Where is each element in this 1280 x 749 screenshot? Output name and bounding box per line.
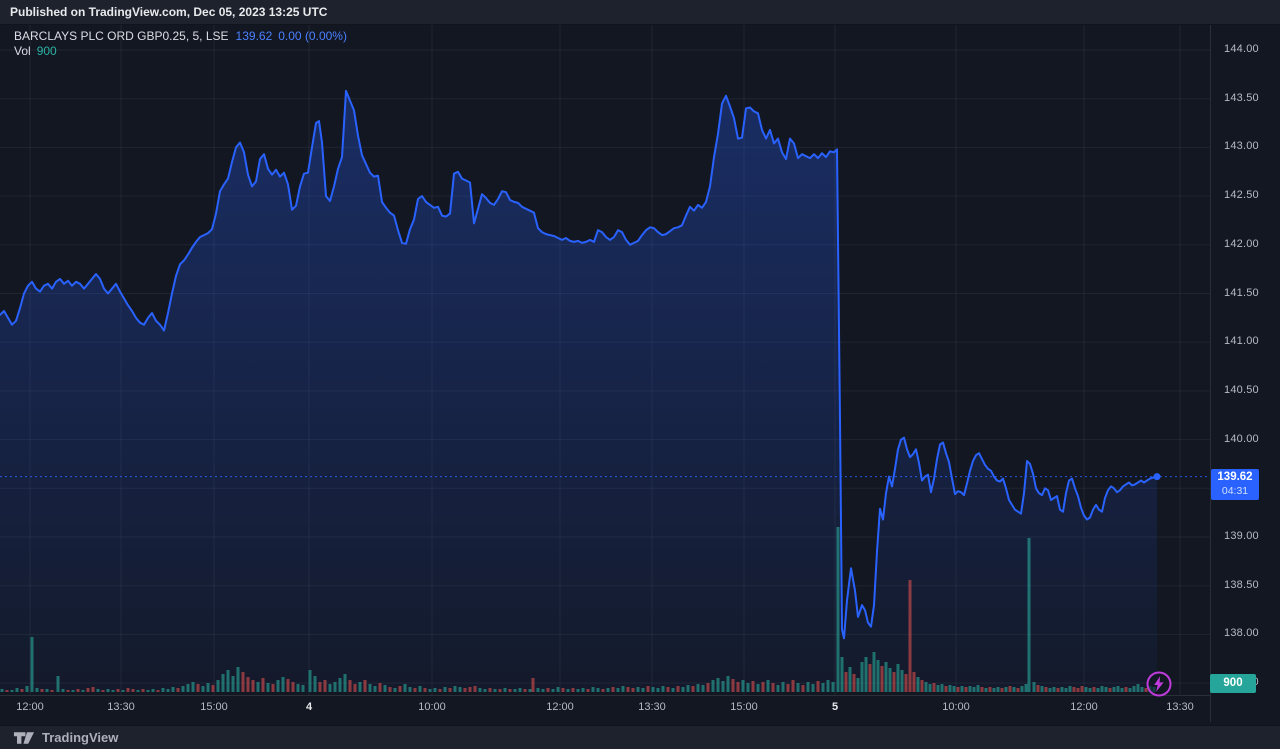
chart-legend: BARCLAYS PLC ORD GBP0.25, 5, LSE 139.62 0.… [14,29,347,59]
lightning-bolt-icon [1146,671,1172,697]
time-axis-label: 13:30 [638,701,666,713]
time-axis-day-label: 5 [831,701,839,713]
time-axis-separator [0,695,1210,696]
time-axis-label: 15:00 [200,701,228,713]
legend-last-price: 139.62 [235,29,273,43]
time-axis-label: 12:00 [1070,701,1098,713]
price-line [0,89,1158,640]
last-price-value: 139.62 [1217,471,1253,483]
time-axis-day-label: 4 [305,701,313,713]
time-axis-label: 13:30 [107,701,135,713]
chart-canvas[interactable] [0,25,1210,695]
time-axis-label: 10:00 [942,701,970,713]
symbol-title[interactable]: BARCLAYS PLC ORD GBP0.25, 5, LSE [14,29,229,43]
footer-brand-text[interactable]: TradingView [42,730,119,745]
legend-change: 0.00 (0.00%) [278,29,347,43]
price-axis-label: 140.00 [1224,432,1259,445]
time-axis-label: 12:00 [546,701,574,713]
volume-axis-value: 900 [1223,677,1243,689]
last-price-badge: 139.62 04:31 [1211,469,1259,500]
price-axis-label: 142.00 [1224,237,1259,250]
time-axis-label: 12:00 [16,701,44,713]
price-axis-label: 143.50 [1224,91,1259,104]
time-axis-label: 10:00 [418,701,446,713]
footer-bar: TradingView [0,725,1280,749]
volume-axis-badge: 900 [1210,674,1256,693]
bar-countdown: 04:31 [1221,485,1249,497]
price-area-fill [0,90,1157,692]
tradingview-logo-icon[interactable] [13,731,35,745]
price-axis-label: 141.00 [1224,335,1259,348]
time-axis-label: 15:00 [730,701,758,713]
volume-bars [0,527,1156,692]
price-axis-label: 142.50 [1224,189,1259,202]
price-axis-label: 143.00 [1224,140,1259,153]
price-axis-label: 140.50 [1224,383,1259,396]
price-axis-label: 144.00 [1224,43,1259,55]
volume-indicator-value: 900 [36,44,57,58]
last-price-dot [1153,473,1161,481]
published-bar: Published on TradingView.com, Dec 05, 20… [0,0,1280,25]
flash-button[interactable] [1145,670,1173,698]
time-axis-label: 13:30 [1166,701,1194,713]
price-axis-label: 139.00 [1224,530,1259,542]
price-axis-label: 138.50 [1224,578,1259,591]
price-axis-label: 138.00 [1224,627,1259,640]
price-axis-separator [1210,25,1211,722]
published-text: Published on TradingView.com, Dec 05, 20… [10,5,328,19]
price-axis-label: 141.50 [1224,286,1259,299]
volume-indicator-label[interactable]: Vol [14,44,31,58]
